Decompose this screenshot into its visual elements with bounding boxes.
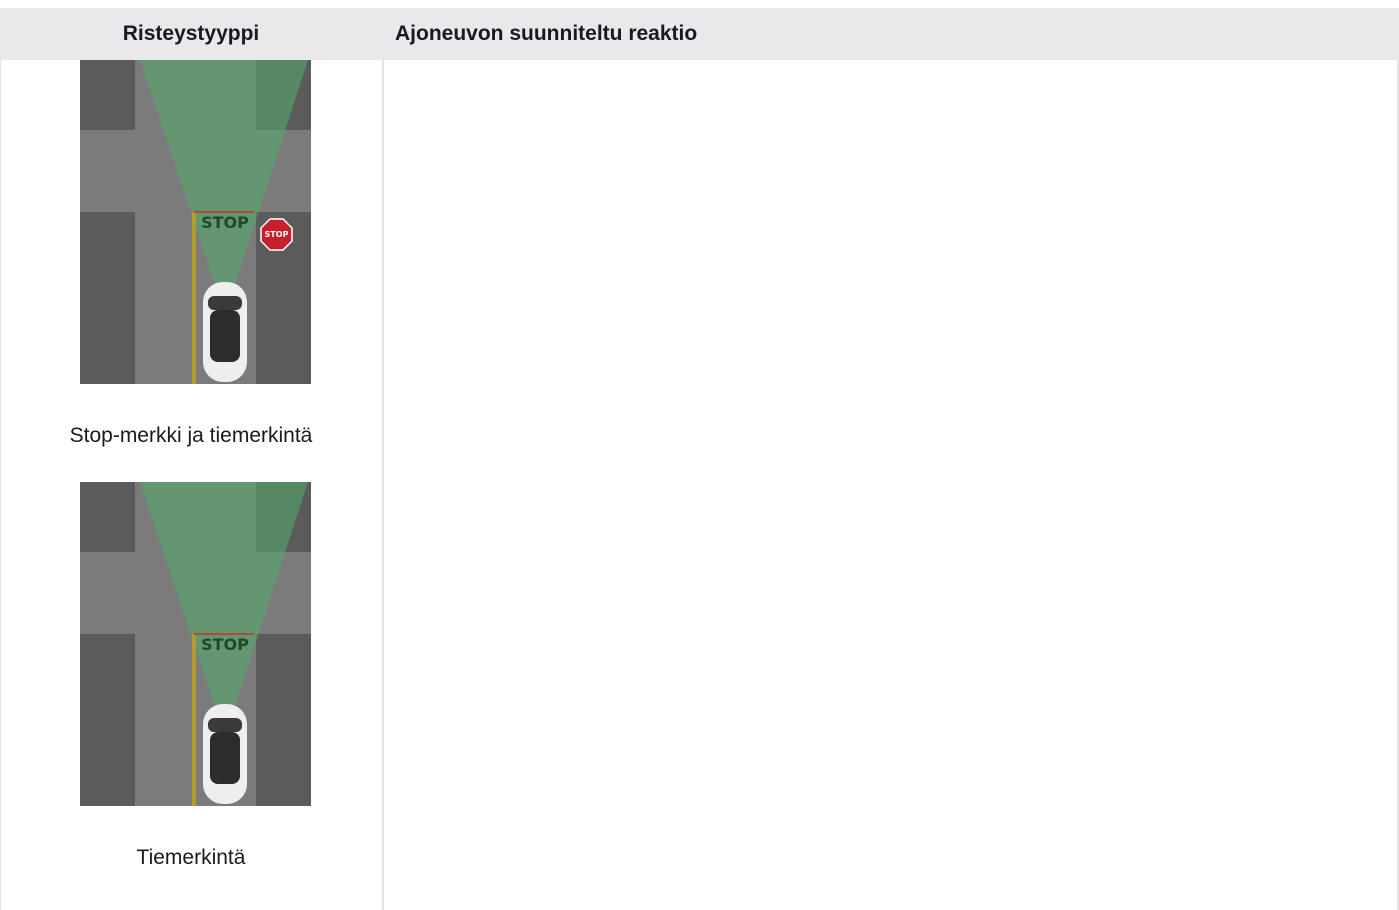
row-caption: Stop-merkki ja tiemerkintä [69,424,313,447]
intersection-illustration: STOP STOP [80,60,311,384]
border [0,60,1,910]
header-cell: Risteystyyppi [122,22,260,45]
table-header: Risteystyyppi Ajoneuvon suunniteltu reak… [0,8,1399,60]
road-marking: STOP [201,213,249,232]
intersection-illustration: STOP [80,482,311,806]
border [1397,60,1399,910]
column-divider [382,60,384,910]
stop-sign-text: STOP [265,230,289,239]
header-cell: Ajoneuvon suunniteltu reaktio [395,22,698,45]
row-caption: Tiemerkintä [136,846,246,869]
road-marking: STOP [201,635,249,654]
